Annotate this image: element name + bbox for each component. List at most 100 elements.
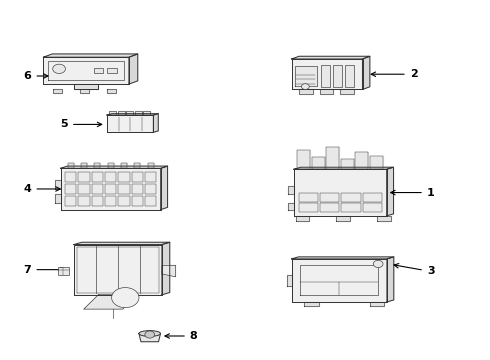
Bar [299, 193, 318, 202]
Polygon shape [294, 169, 387, 216]
Circle shape [112, 288, 139, 308]
Bar [345, 65, 354, 87]
Text: 1: 1 [391, 188, 435, 198]
Polygon shape [144, 111, 150, 115]
Bar [363, 193, 382, 202]
Polygon shape [370, 302, 385, 306]
Polygon shape [370, 156, 383, 169]
Polygon shape [153, 114, 158, 132]
Polygon shape [81, 163, 87, 168]
Polygon shape [292, 257, 394, 259]
Polygon shape [294, 66, 317, 86]
Polygon shape [118, 111, 125, 115]
Polygon shape [74, 84, 98, 89]
Polygon shape [135, 111, 142, 115]
Polygon shape [287, 275, 292, 286]
Polygon shape [363, 56, 370, 89]
Polygon shape [162, 242, 170, 295]
Polygon shape [288, 186, 294, 194]
Polygon shape [139, 333, 160, 342]
Text: 7: 7 [24, 265, 65, 275]
Bar [299, 203, 318, 212]
Bar [132, 172, 143, 182]
Polygon shape [108, 163, 114, 168]
Polygon shape [109, 111, 117, 115]
Text: 3: 3 [394, 264, 435, 276]
Ellipse shape [139, 330, 160, 336]
Polygon shape [80, 89, 89, 93]
Bar [94, 68, 103, 73]
Polygon shape [53, 89, 62, 93]
Bar [333, 65, 342, 87]
Polygon shape [340, 89, 354, 94]
Polygon shape [299, 89, 313, 94]
Circle shape [373, 260, 383, 267]
Polygon shape [121, 163, 127, 168]
Polygon shape [161, 166, 168, 210]
Bar [132, 184, 143, 194]
Text: 5: 5 [60, 120, 102, 129]
Bar [118, 184, 130, 194]
Polygon shape [387, 167, 393, 216]
Circle shape [145, 331, 155, 338]
Polygon shape [134, 163, 140, 168]
Polygon shape [304, 302, 318, 306]
Bar [145, 195, 156, 206]
Polygon shape [61, 168, 161, 210]
Bar [320, 203, 339, 212]
Polygon shape [297, 149, 310, 169]
Polygon shape [292, 59, 363, 89]
Polygon shape [107, 89, 116, 93]
Text: 6: 6 [24, 71, 48, 81]
Polygon shape [74, 244, 162, 295]
Circle shape [53, 64, 66, 73]
Polygon shape [147, 163, 153, 168]
Polygon shape [44, 57, 129, 84]
Bar [145, 184, 156, 194]
Bar [321, 65, 330, 87]
Bar [341, 193, 361, 202]
Polygon shape [44, 54, 138, 57]
Polygon shape [162, 265, 175, 277]
Polygon shape [55, 180, 61, 189]
Bar [92, 172, 103, 182]
Bar [320, 193, 339, 202]
Polygon shape [288, 203, 294, 211]
Polygon shape [292, 56, 370, 59]
Bar [341, 203, 361, 212]
Bar [132, 195, 143, 206]
Polygon shape [74, 242, 170, 244]
Bar [65, 172, 76, 182]
Bar [118, 195, 130, 206]
Polygon shape [326, 147, 339, 169]
Polygon shape [294, 167, 393, 169]
Polygon shape [336, 216, 350, 221]
Bar [58, 267, 69, 275]
Bar [92, 184, 103, 194]
Text: 4: 4 [24, 184, 60, 194]
Bar [145, 172, 156, 182]
Polygon shape [319, 89, 333, 94]
Polygon shape [341, 159, 354, 169]
Polygon shape [312, 157, 325, 169]
Polygon shape [107, 114, 158, 115]
Bar [107, 68, 117, 73]
Bar [78, 195, 90, 206]
Polygon shape [292, 259, 387, 302]
Polygon shape [84, 295, 138, 309]
Polygon shape [387, 257, 394, 302]
Bar [92, 195, 103, 206]
Bar [363, 203, 382, 212]
Polygon shape [126, 111, 133, 115]
Text: 8: 8 [165, 331, 197, 341]
Bar [105, 184, 116, 194]
Bar [65, 195, 76, 206]
Bar [118, 172, 130, 182]
Polygon shape [61, 166, 168, 168]
Polygon shape [129, 54, 138, 84]
Polygon shape [377, 216, 391, 221]
Polygon shape [296, 216, 310, 221]
Polygon shape [55, 194, 61, 203]
Bar [65, 184, 76, 194]
Polygon shape [355, 152, 368, 169]
